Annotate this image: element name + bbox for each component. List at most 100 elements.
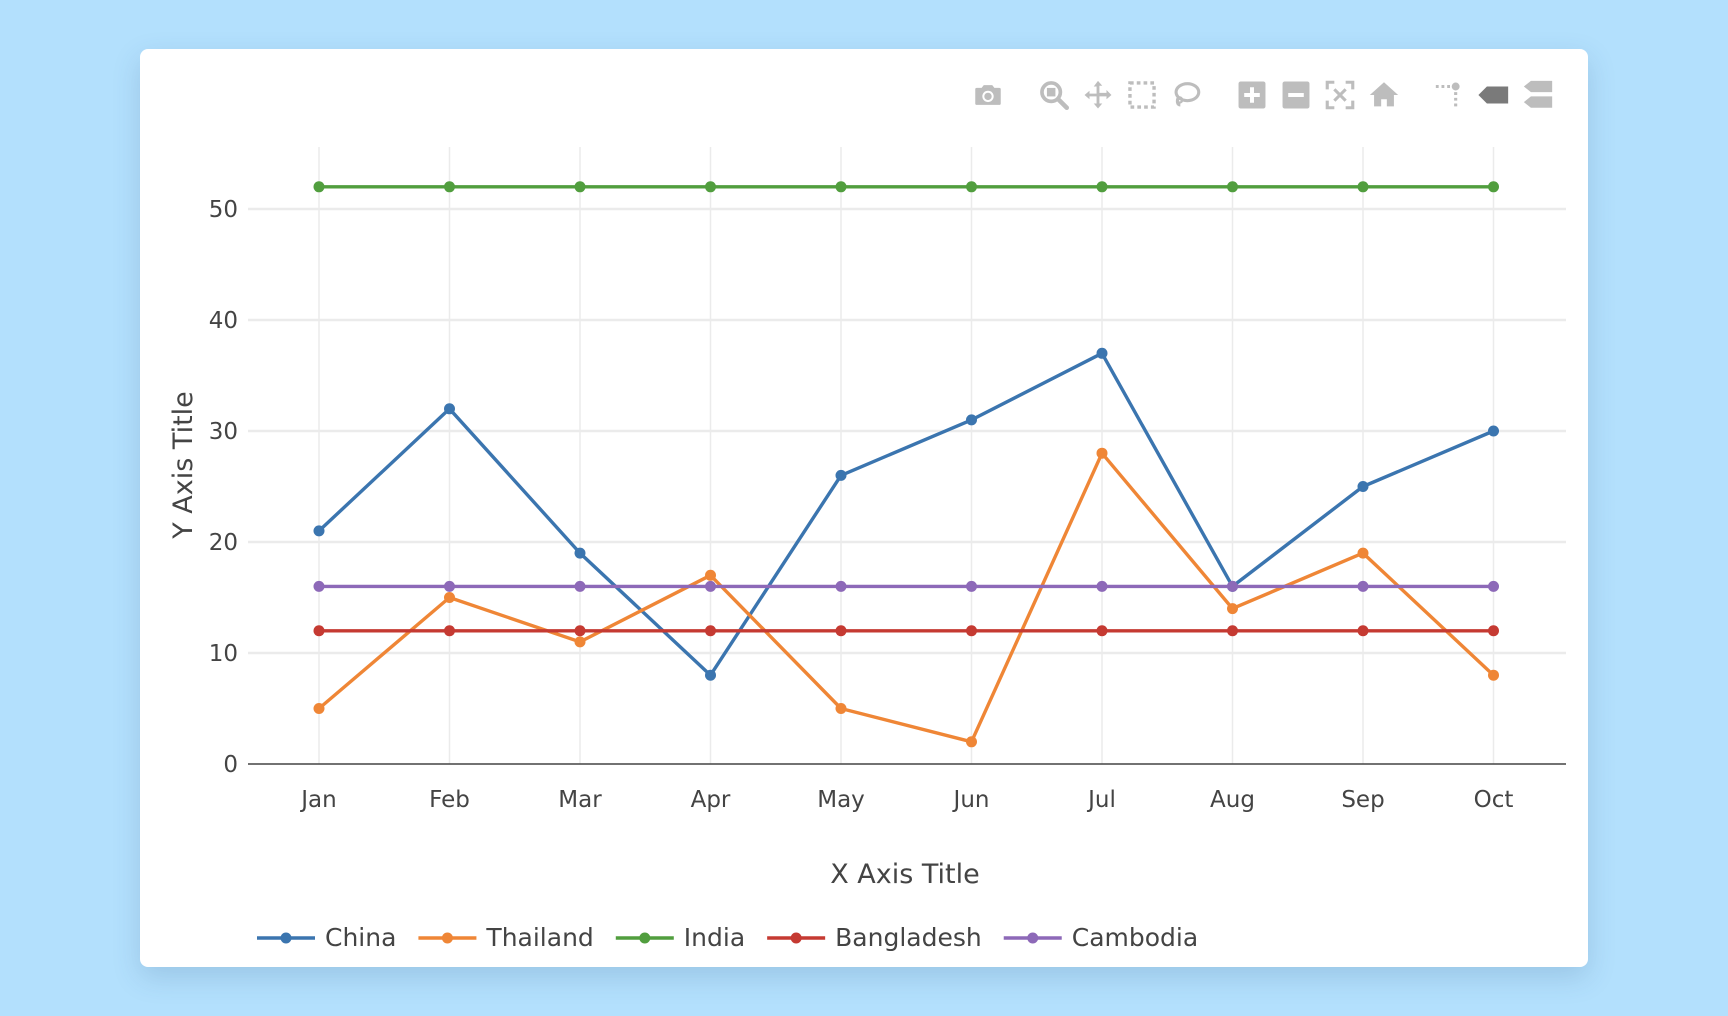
data-point[interactable]: [444, 403, 455, 415]
y-tick-label: 40: [209, 308, 238, 334]
data-point[interactable]: [1096, 347, 1108, 359]
lasso-icon[interactable]: [1164, 75, 1208, 115]
data-point[interactable]: [966, 181, 977, 193]
data-point[interactable]: [574, 547, 586, 559]
y-tick-label: 20: [209, 530, 238, 556]
data-point[interactable]: [1357, 625, 1369, 637]
data-point[interactable]: [574, 636, 586, 648]
data-point[interactable]: [1488, 580, 1499, 592]
chart-card: 0 10 20 30 40 50 Jan Feb Mar Apr May Jun Jul Aug Sep O…: [140, 49, 1588, 967]
x-tick-label: Jun: [952, 787, 990, 813]
y-axis-title: Y Axis Title: [168, 391, 199, 540]
x-tick-label: Oct: [1474, 787, 1514, 813]
legend-item-bangladesh[interactable]: Bangladesh: [767, 923, 982, 952]
data-point[interactable]: [1227, 625, 1238, 637]
data-point[interactable]: [1096, 181, 1108, 193]
data-point[interactable]: [574, 181, 586, 193]
legend-marker: [441, 932, 453, 944]
x-tick-label: Jan: [299, 787, 336, 813]
line-chart[interactable]: 0 10 20 30 40 50 Jan Feb Mar Apr May Jun Jul Aug Sep O…: [140, 49, 1588, 967]
series-india: [313, 181, 1499, 193]
data-point[interactable]: [1357, 547, 1369, 559]
zoom-out-icon[interactable]: [1274, 75, 1318, 115]
data-point[interactable]: [1227, 603, 1238, 615]
data-point[interactable]: [1357, 181, 1369, 193]
data-point[interactable]: [966, 736, 977, 748]
data-point[interactable]: [1096, 625, 1108, 637]
pan-icon[interactable]: [1076, 75, 1120, 115]
data-point[interactable]: [1227, 181, 1238, 193]
legend: China Thailand India Bangladesh Cambodia: [257, 923, 1198, 952]
data-point[interactable]: [313, 525, 325, 537]
y-tick-label: 50: [209, 197, 238, 223]
data-point[interactable]: [1227, 580, 1238, 592]
data-point[interactable]: [1488, 669, 1499, 681]
data-point[interactable]: [444, 592, 455, 603]
zoom-icon[interactable]: [1032, 75, 1076, 115]
data-point[interactable]: [444, 625, 455, 637]
data-point[interactable]: [1488, 625, 1499, 637]
spike-lines-icon[interactable]: [1428, 75, 1472, 115]
data-point[interactable]: [313, 181, 325, 193]
legend-marker: [790, 932, 802, 944]
data-point[interactable]: [835, 625, 847, 637]
legend-marker: [639, 932, 651, 944]
data-point[interactable]: [313, 703, 325, 714]
data-point[interactable]: [835, 181, 847, 193]
data-point[interactable]: [1357, 481, 1369, 492]
legend-marker: [280, 932, 292, 944]
x-tick-label: May: [817, 787, 865, 813]
data-point[interactable]: [1096, 580, 1108, 592]
hover-closest-icon[interactable]: [1472, 75, 1516, 115]
legend-item-thailand[interactable]: Thailand: [418, 923, 594, 952]
y-tick-label: 10: [209, 641, 238, 667]
data-point[interactable]: [835, 580, 847, 592]
data-point[interactable]: [444, 181, 455, 193]
data-point[interactable]: [705, 569, 716, 581]
data-point[interactable]: [1488, 181, 1499, 193]
y-tick-label: 30: [209, 419, 238, 445]
data-point[interactable]: [705, 625, 716, 637]
data-point[interactable]: [313, 625, 325, 637]
data-point[interactable]: [705, 580, 716, 592]
x-gridlines: [318, 147, 1495, 764]
data-point[interactable]: [966, 580, 977, 592]
data-point[interactable]: [966, 414, 977, 426]
data-point[interactable]: [444, 580, 455, 592]
series-thailand: [313, 447, 1499, 748]
data-point[interactable]: [1488, 425, 1499, 437]
legend-item-cambodia[interactable]: Cambodia: [1003, 923, 1198, 952]
data-point[interactable]: [1096, 447, 1108, 459]
legend-item-china[interactable]: China: [257, 923, 396, 952]
data-point[interactable]: [835, 469, 847, 481]
x-tick-label: Feb: [429, 787, 470, 813]
legend-label: India: [684, 923, 745, 952]
data-point[interactable]: [1357, 580, 1369, 592]
legend-marker: [1027, 932, 1039, 944]
x-tick-label: Jul: [1086, 787, 1116, 813]
data-point[interactable]: [705, 181, 716, 193]
home-icon[interactable]: [1362, 75, 1406, 115]
y-tick-labels: 0 10 20 30 40 50: [209, 197, 238, 778]
series-line: [317, 351, 1495, 677]
box-select-icon[interactable]: [1120, 75, 1164, 115]
data-point[interactable]: [574, 580, 586, 592]
data-point[interactable]: [966, 625, 977, 637]
x-tick-label: Sep: [1341, 787, 1384, 813]
x-tick-label: Mar: [558, 787, 602, 813]
data-point[interactable]: [313, 580, 325, 592]
data-point[interactable]: [705, 669, 716, 681]
autoscale-icon[interactable]: [1318, 75, 1362, 115]
camera-icon[interactable]: [966, 75, 1010, 115]
series-bangladesh: [313, 625, 1499, 637]
data-point[interactable]: [574, 625, 586, 637]
zoom-in-icon[interactable]: [1230, 75, 1274, 115]
series-line: [317, 451, 1495, 744]
series-layer: [313, 181, 1499, 748]
legend-label: Bangladesh: [835, 923, 982, 952]
legend-label: Cambodia: [1072, 923, 1198, 952]
data-point[interactable]: [835, 703, 847, 714]
legend-item-india[interactable]: India: [615, 923, 745, 952]
x-tick-label: Apr: [691, 787, 731, 813]
hover-compare-icon[interactable]: [1516, 75, 1560, 115]
